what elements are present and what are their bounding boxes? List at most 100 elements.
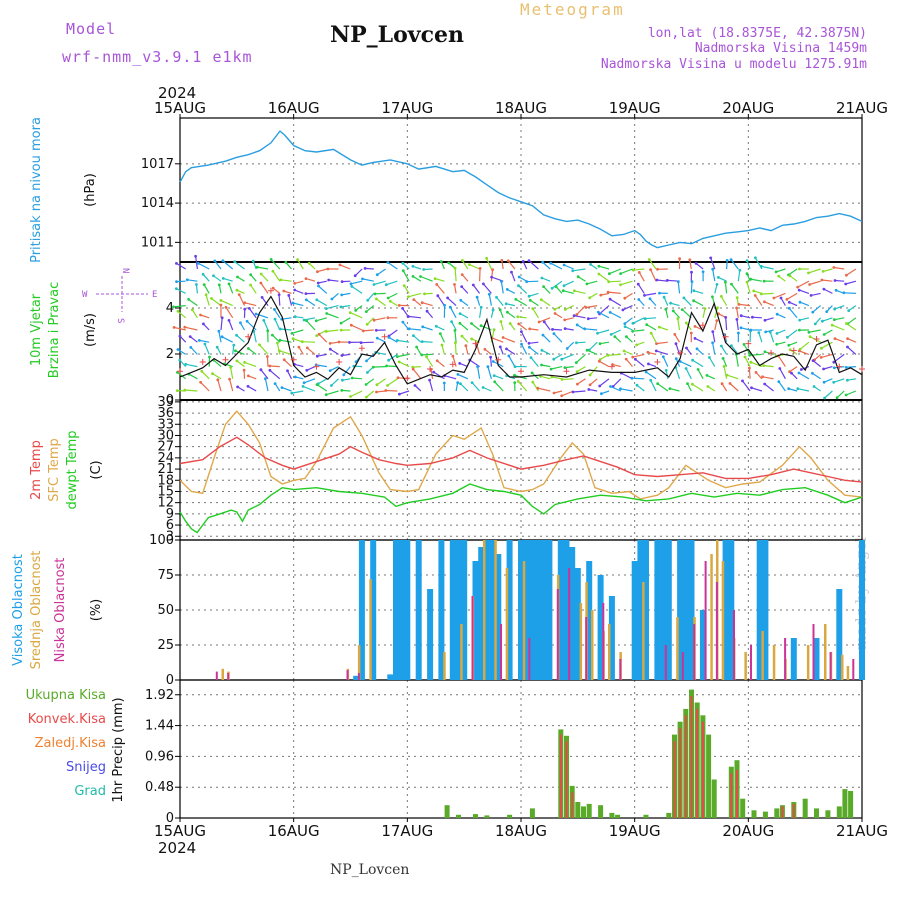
- wind-arrow-head: [694, 262, 698, 265]
- wind-arrow: [726, 260, 728, 270]
- wind-arrow: [609, 268, 622, 275]
- cloud-bar-high: [472, 561, 479, 680]
- wind-arrow-head: [375, 336, 379, 340]
- wind-arrow: [373, 317, 386, 321]
- wind-arrow-head: [807, 330, 811, 334]
- wind-arrow-head: [725, 373, 729, 377]
- cloud-bar-mid: [806, 645, 810, 680]
- cloud-bar-high: [756, 540, 763, 680]
- wind-arrow-head: [268, 368, 272, 372]
- wind-arrow: [541, 349, 551, 355]
- wind-arrow: [451, 321, 457, 331]
- wind-arrow-head: [386, 261, 390, 264]
- wind-arrow: [329, 348, 339, 355]
- wind-arrow-head: [224, 306, 228, 309]
- wind-arrow-head: [764, 330, 768, 334]
- cloud-bar-low: [215, 671, 218, 680]
- cloud-bar-mid: [676, 617, 679, 680]
- wind-arrow: [649, 298, 657, 306]
- wind-arrow-head: [184, 362, 188, 366]
- y-tick-label: 18: [157, 473, 174, 488]
- wind-arrow-head: [621, 308, 625, 312]
- cloud-bar-high: [762, 540, 769, 680]
- wind-arrow-head: [619, 272, 622, 275]
- wind-arrow-head: [644, 370, 648, 374]
- wind-arrow: [648, 259, 657, 270]
- wind-arrow-head: [290, 331, 294, 335]
- wind-arrow: [552, 328, 563, 331]
- wind-arrow-head: [754, 371, 758, 374]
- wind-arrow: [754, 295, 763, 306]
- wind-arrow: [588, 388, 598, 392]
- wind-gust-marker: [245, 333, 252, 340]
- wind-arrow: [306, 347, 316, 355]
- wind-arrow-head: [365, 359, 368, 363]
- cloud-bar-low: [733, 610, 735, 680]
- wind-arrow-head: [236, 275, 239, 279]
- elevation-label: Nadmorska Visina 1459m: [694, 41, 867, 56]
- wind-arrow: [179, 335, 187, 343]
- wind-gust-marker: [267, 287, 274, 294]
- wind-arrow: [326, 329, 339, 333]
- wind-arrow-head: [217, 283, 221, 287]
- wind-arrow-head: [787, 300, 791, 304]
- wind-arrow: [636, 384, 645, 392]
- wind-arrow-head: [428, 378, 431, 382]
- wind-arrow-head: [623, 296, 627, 300]
- wind-arrow: [555, 286, 563, 294]
- wind-arrow: [447, 297, 457, 307]
- wind-arrow: [721, 383, 728, 392]
- wind-arrow-head: [293, 315, 297, 319]
- wind-arrow: [493, 375, 504, 380]
- wind-arrow: [738, 303, 751, 307]
- wind-arrow: [542, 261, 551, 270]
- wind-arrow-head: [350, 376, 354, 380]
- precip-bar-convective: [792, 803, 795, 818]
- wind-arrow-head: [808, 335, 812, 339]
- wind-arrow: [632, 329, 645, 332]
- wind-arrow-head: [735, 296, 739, 299]
- wind-arrow-head: [366, 371, 369, 374]
- wind-arrow-head: [520, 330, 523, 333]
- cloud-ylabel-0: Visoka Oblacnost: [11, 554, 26, 666]
- wind-arrow-head: [330, 297, 334, 301]
- cloud-bar-high: [489, 540, 496, 680]
- cloud-bar-high: [358, 540, 365, 680]
- wind-gust-marker: [790, 347, 797, 354]
- wind-arrow-head: [435, 283, 439, 286]
- wind-arrow-head: [598, 384, 602, 388]
- wind-arrow: [303, 378, 316, 384]
- precip-bar-total: [740, 798, 746, 818]
- wind-arrow-head: [407, 295, 410, 299]
- wind-arrow-head: [365, 322, 369, 326]
- wind-arrow: [681, 309, 692, 319]
- wind-arrow-head: [609, 333, 613, 336]
- cloud-bar-mid: [579, 603, 583, 680]
- wind-arrow: [847, 338, 857, 343]
- cloud-bar-low: [346, 670, 349, 680]
- wind-arrow-head: [562, 284, 566, 288]
- precip-bar-total: [609, 812, 615, 818]
- wind-arrow: [412, 368, 422, 380]
- wind-arrow-head: [304, 298, 308, 302]
- wind-arrow: [434, 278, 445, 282]
- wind-arrow: [725, 317, 728, 331]
- y-tick-label: 24: [157, 451, 174, 466]
- wind-arrow-head: [585, 348, 589, 352]
- panel-frame: [179, 399, 863, 541]
- wind-arrow: [449, 306, 457, 319]
- wind-arrow-head: [622, 349, 626, 353]
- model-name: wrf-nmm_v3.9.1 e1km: [62, 48, 253, 66]
- wind-arrow-head: [588, 373, 592, 377]
- cloud-bar-high: [677, 540, 684, 680]
- precip-bar-total: [484, 815, 490, 818]
- cloud-bar-high: [398, 540, 405, 680]
- wind-arrow-head: [811, 371, 814, 375]
- wind-arrow: [572, 268, 586, 272]
- wind-arrow: [823, 288, 833, 294]
- wind-arrow: [177, 371, 187, 380]
- wind-arrow: [836, 390, 845, 399]
- wind-arrow: [220, 299, 233, 307]
- wind-arrow: [274, 383, 281, 392]
- wind-arrow: [326, 312, 339, 319]
